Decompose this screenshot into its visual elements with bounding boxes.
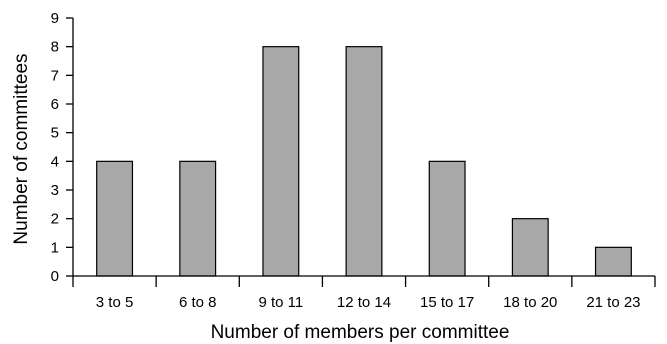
x-tick-label: 15 to 17	[420, 294, 474, 311]
y-tick-label: 4	[51, 153, 59, 170]
bar-9-to-11	[262, 46, 300, 277]
x-tick-label: 21 to 23	[586, 294, 640, 311]
y-tick-label: 2	[51, 211, 59, 228]
y-tick-label: 7	[51, 67, 59, 84]
bar-18-to-20	[511, 218, 549, 277]
y-tick-label: 0	[51, 268, 59, 285]
y-tick-label: 1	[51, 239, 59, 256]
bar-6-to-8	[179, 160, 217, 277]
y-tick-label: 6	[51, 96, 59, 113]
x-tick-label: 3 to 5	[96, 294, 134, 311]
y-tick-label: 3	[51, 182, 59, 199]
y-axis-ticks: 0 1 2 3 4 5 6 7 8 9	[51, 10, 73, 285]
bar-15-to-17	[428, 160, 466, 277]
x-axis-title: Number of members per committee	[211, 322, 510, 343]
x-tick-label: 18 to 20	[503, 294, 557, 311]
y-tick-label: 8	[51, 39, 59, 56]
bar-3-to-5	[96, 160, 134, 277]
bars-group	[96, 46, 632, 277]
x-tick-label: 12 to 14	[337, 294, 391, 311]
y-tick-label: 5	[51, 125, 59, 142]
x-tick-label: 6 to 8	[179, 294, 217, 311]
x-tick-label: 9 to 11	[258, 294, 303, 311]
y-axis-title: Number of committees	[11, 53, 32, 244]
bar-12-to-14	[345, 46, 383, 277]
bar-21-to-23	[594, 246, 632, 277]
x-axis-ticks: 3 to 5 6 to 8 9 to 11 12 to 14 15 to 17 18 to…	[72, 276, 656, 311]
y-tick-label: 9	[51, 10, 59, 27]
